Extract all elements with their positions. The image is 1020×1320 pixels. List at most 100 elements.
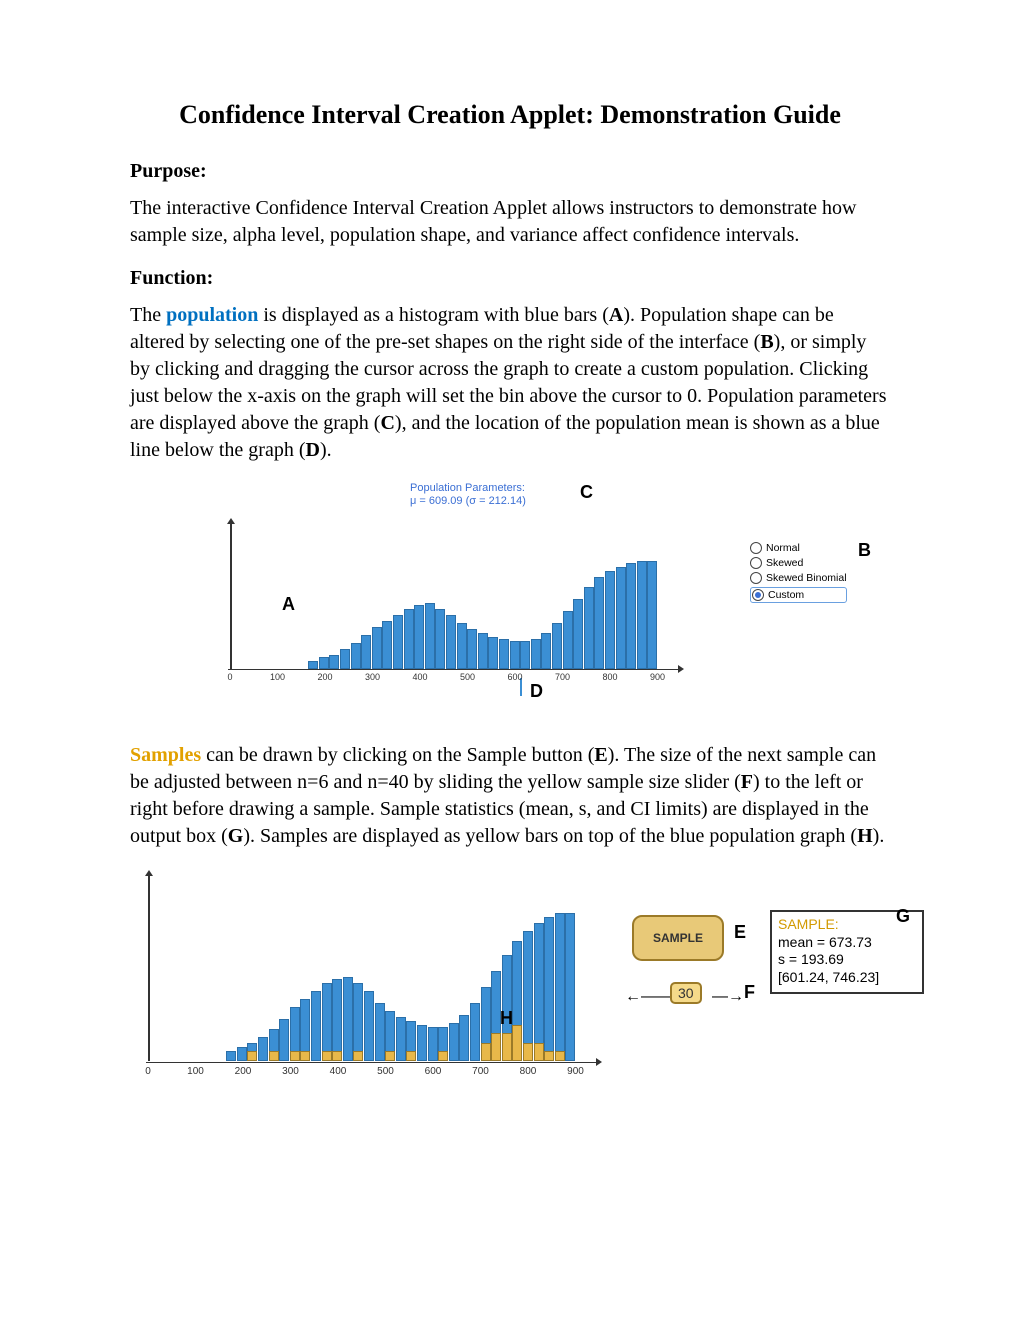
sample-bar: [322, 1051, 332, 1061]
x-tick-label: 600: [425, 1066, 442, 1077]
x-tick-label: 900: [650, 672, 665, 682]
slider-arrow-right-icon: —→: [712, 988, 744, 1006]
histogram-bar: [258, 1037, 268, 1061]
histogram-bar: [531, 639, 541, 669]
radio-custom[interactable]: Custom: [768, 589, 804, 601]
histogram-bar: [382, 621, 392, 669]
histogram-bar: [523, 931, 533, 1061]
histogram-bar: [226, 1051, 236, 1061]
label-f: F: [744, 982, 755, 1003]
histogram-chart-1[interactable]: [230, 524, 672, 669]
histogram-bar: [626, 563, 636, 669]
x-tick-label: 300: [282, 1066, 299, 1077]
histogram-bar: [361, 635, 371, 669]
histogram-bar: [319, 657, 329, 669]
sample-bar: [491, 1033, 501, 1061]
x-tick-label: 100: [187, 1066, 204, 1077]
sample-bar: [300, 1051, 310, 1061]
histogram-bar: [279, 1019, 289, 1061]
x-tick-label: 800: [602, 672, 617, 682]
histogram-bar: [459, 1015, 469, 1061]
histogram-bar: [446, 615, 456, 669]
histogram-bar: [534, 923, 544, 1061]
x-tick-label: 400: [412, 672, 427, 682]
sample-bar: [438, 1051, 448, 1061]
x-tick-label: 600: [507, 672, 522, 682]
histogram-bar: [372, 627, 382, 669]
histogram-bar: [637, 561, 647, 669]
histogram-bar: [470, 1003, 480, 1061]
x-axis-line: [146, 1062, 596, 1063]
x-tick-label: 200: [235, 1066, 252, 1077]
sample-bar: [523, 1043, 533, 1061]
function-paragraph-2: Samples can be drawn by clicking on the …: [130, 742, 890, 850]
histogram-bar: [237, 1047, 247, 1061]
histogram-bar: [449, 1023, 459, 1061]
radio-icon[interactable]: [750, 557, 762, 569]
samples-term: Samples: [130, 744, 201, 766]
histogram-bar: [375, 1003, 385, 1061]
histogram-bar: [594, 577, 604, 669]
shape-radio-group: Normal Skewed Skewed Binomial Custom: [750, 542, 847, 606]
histogram-bar: [332, 979, 342, 1061]
x-tick-label: 500: [460, 672, 475, 682]
histogram-bar: [499, 639, 509, 669]
figure-1: Population Parameters: μ = 609.09 (σ = 2…: [210, 482, 890, 722]
x-tick-label: 500: [377, 1066, 394, 1077]
histogram-bar: [520, 641, 530, 669]
histogram-bar: [311, 991, 321, 1061]
histogram-bar: [647, 561, 657, 669]
histogram-bar: [364, 991, 374, 1061]
histogram-bar: [322, 983, 332, 1061]
purpose-heading: Purpose:: [130, 160, 890, 183]
histogram-bar: [417, 1025, 427, 1061]
histogram-bar: [404, 609, 414, 669]
sample-size-slider[interactable]: 30: [670, 982, 702, 1004]
x-tick-label: 200: [317, 672, 332, 682]
histogram-bar: [555, 913, 565, 1061]
sample-bar: [481, 1043, 491, 1061]
radio-skewed-binomial[interactable]: Skewed Binomial: [766, 572, 847, 584]
sample-output-mean: mean = 673.73: [778, 934, 916, 952]
histogram-bar: [488, 637, 498, 669]
histogram-bar: [353, 983, 363, 1061]
population-parameters: Population Parameters: μ = 609.09 (σ = 2…: [410, 482, 526, 508]
histogram-bar: [616, 567, 626, 669]
histogram-bar: [396, 1017, 406, 1061]
x-tick-label: 100: [270, 672, 285, 682]
histogram-bar: [563, 611, 573, 669]
histogram-bar: [343, 977, 353, 1061]
purpose-text: The interactive Confidence Interval Crea…: [130, 195, 890, 249]
histogram-bar: [428, 1027, 438, 1061]
x-tick-label: 0: [145, 1066, 151, 1077]
label-c: C: [580, 482, 593, 503]
histogram-bar: [544, 917, 554, 1061]
function-heading: Function:: [130, 267, 890, 290]
histogram-bar: [584, 587, 594, 669]
histogram-bar: [351, 643, 361, 669]
sample-bar: [555, 1051, 565, 1061]
sample-bar: [512, 1025, 522, 1061]
radio-icon[interactable]: [750, 572, 762, 584]
label-g: G: [896, 906, 910, 927]
sample-bar: [406, 1051, 416, 1061]
figure-2: 0100200300400500600700800900 H SAMPLE E …: [130, 870, 890, 1105]
label-a: A: [282, 594, 295, 615]
function-paragraph-1: The population is displayed as a histogr…: [130, 302, 890, 464]
histogram-bar: [565, 913, 575, 1061]
label-d: D: [530, 681, 543, 702]
radio-skewed[interactable]: Skewed: [766, 557, 803, 569]
sample-bar: [332, 1051, 342, 1061]
sample-bar: [290, 1051, 300, 1061]
radio-icon[interactable]: [750, 542, 762, 554]
radio-normal[interactable]: Normal: [766, 542, 800, 554]
population-term: population: [166, 304, 258, 326]
sample-button[interactable]: SAMPLE: [632, 915, 724, 961]
page-title: Confidence Interval Creation Applet: Dem…: [130, 100, 890, 130]
radio-icon[interactable]: [752, 589, 764, 601]
histogram-bar: [329, 655, 339, 669]
histogram-chart-2[interactable]: [148, 876, 590, 1061]
histogram-bar: [414, 605, 424, 669]
histogram-bar: [510, 641, 520, 669]
histogram-bar: [605, 571, 615, 669]
